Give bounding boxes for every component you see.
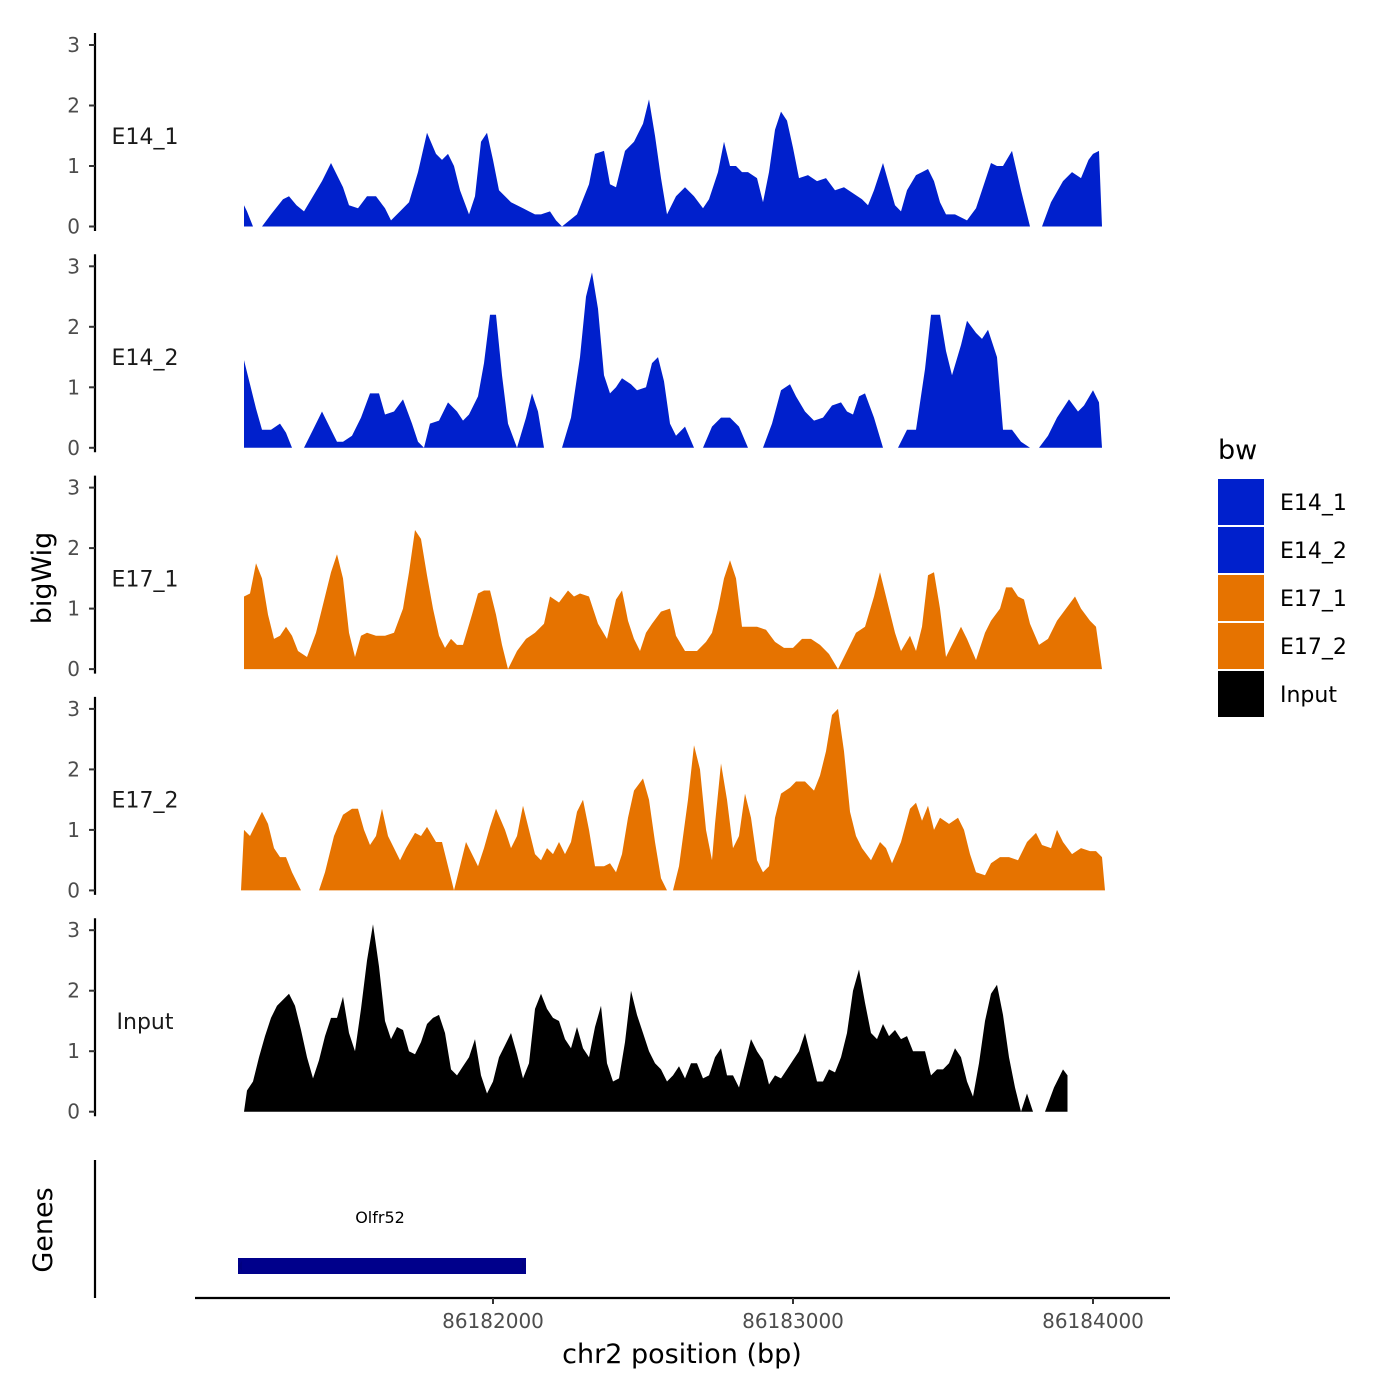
- coverage-area-Input: [244, 924, 1068, 1112]
- y-tick-label: 2: [67, 979, 80, 1003]
- legend-title: bw: [1218, 435, 1257, 466]
- x-axis: chr2 position (bp) 86182000 86183000 86184…: [195, 1296, 1170, 1370]
- gene-end-cap: [522, 1261, 526, 1271]
- track-panel-E17_2: 0 1 2 3 E17_2: [67, 696, 1105, 902]
- gene-start-cap: [238, 1261, 242, 1271]
- y-tick-label: 0: [67, 1100, 80, 1124]
- track-panel-E17_1: 0 1 2 3 E17_1: [67, 475, 1102, 681]
- x-tick-label: 86184000: [1042, 1309, 1144, 1333]
- y-tick-label: 0: [67, 878, 80, 902]
- track-label: E17_1: [112, 567, 179, 592]
- track-panel-E14_1: 0 1 2 3 E14_1: [67, 33, 1102, 239]
- coverage-tracks: 0 1 2 3 E14_1 0 1 2 3 E14_2 0 1 2 3 E17_1 0 1 2 3 E17_2 0 1 2 3…: [67, 33, 1105, 1124]
- y-tick-label: 1: [67, 154, 80, 178]
- gene-label: Olfr52: [355, 1208, 405, 1227]
- y-tick-label: 3: [67, 254, 80, 278]
- legend-swatch: [1218, 527, 1264, 573]
- legend-swatch: [1218, 479, 1264, 525]
- coverage-area-E17_2: [241, 708, 1105, 891]
- legend-label: E17_2: [1280, 635, 1347, 660]
- y-tick-label: 2: [67, 536, 80, 560]
- legend-swatch: [1218, 671, 1264, 717]
- x-tick-label: 86183000: [742, 1309, 844, 1333]
- y-tick-label: 3: [67, 476, 80, 500]
- y-tick-label: 3: [67, 33, 80, 57]
- y-tick-label: 1: [67, 375, 80, 399]
- gene-body: [238, 1258, 526, 1274]
- legend-label: E17_1: [1280, 587, 1347, 612]
- y-tick-label: 2: [67, 94, 80, 118]
- y-tick-label: 0: [67, 436, 80, 460]
- y-tick-label: 0: [67, 215, 80, 239]
- legend-label: Input: [1280, 683, 1337, 708]
- y-tick-label: 0: [67, 657, 80, 681]
- coverage-area-E14_1: [244, 99, 1102, 227]
- gene-track: Genes Olfr52: [28, 1160, 526, 1298]
- legend-swatch: [1218, 623, 1264, 669]
- y-axis-title: bigWig: [27, 532, 58, 625]
- track-panel-Input: 0 1 2 3 Input: [67, 918, 1068, 1124]
- track-label: E17_2: [112, 789, 179, 814]
- legend-label: E14_1: [1280, 491, 1347, 516]
- track-label: E14_1: [112, 125, 179, 150]
- legend: bw E14_1 E14_2 E17_1 E17_2 Input: [1218, 435, 1347, 717]
- y-tick-label: 1: [67, 818, 80, 842]
- coverage-area-E17_1: [244, 530, 1102, 670]
- y-tick-label: 1: [67, 597, 80, 621]
- x-tick-label: 86182000: [442, 1309, 544, 1333]
- gene-track-title: Genes: [28, 1187, 59, 1272]
- y-tick-label: 3: [67, 697, 80, 721]
- y-tick-label: 1: [67, 1039, 80, 1063]
- track-panel-E14_2: 0 1 2 3 E14_2: [67, 254, 1102, 460]
- legend-swatch: [1218, 575, 1264, 621]
- coverage-area-E14_2: [244, 272, 1102, 448]
- x-axis-title: chr2 position (bp): [562, 1339, 802, 1370]
- track-label: E14_2: [112, 346, 179, 371]
- legend-label: E14_2: [1280, 539, 1347, 564]
- y-tick-label: 3: [67, 918, 80, 942]
- y-tick-label: 2: [67, 315, 80, 339]
- track-label: Input: [117, 1010, 174, 1035]
- y-tick-label: 2: [67, 757, 80, 781]
